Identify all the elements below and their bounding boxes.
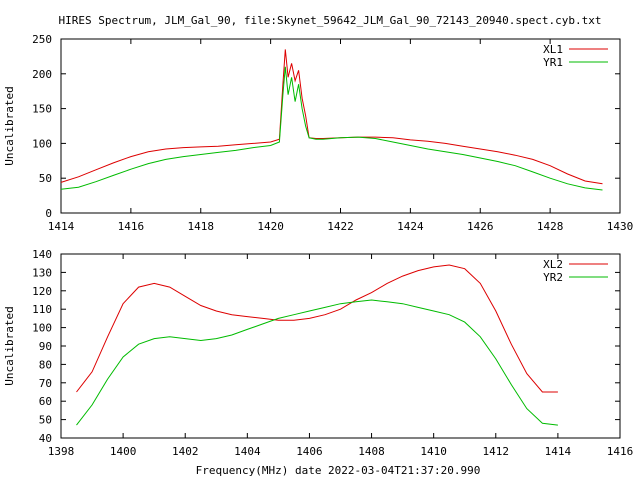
series-line-yr1 <box>60 66 603 191</box>
y-tick-label: 80 <box>39 358 52 371</box>
x-tick-label: 1410 <box>420 445 447 458</box>
x-tick-label: 1408 <box>358 445 385 458</box>
y-tick-label: 60 <box>39 395 52 408</box>
y-tick-label: 250 <box>32 33 52 46</box>
x-tick-label: 1422 <box>327 220 354 233</box>
y-tick-label: 140 <box>32 248 52 261</box>
bottom-y-axis-label: Uncalibrated <box>3 306 16 385</box>
y-tick-label: 50 <box>39 414 52 427</box>
y-tick-label: 200 <box>32 68 52 81</box>
x-tick-label: 1414 <box>48 220 75 233</box>
series-line-yr2 <box>76 299 558 426</box>
bottom-series-group <box>76 264 558 426</box>
legend-label-xl2: XL2 <box>543 258 563 271</box>
y-tick-label: 100 <box>32 137 52 150</box>
y-tick-label: 150 <box>32 103 52 116</box>
x-tick-label: 1398 <box>48 445 75 458</box>
x-tick-label: 1418 <box>188 220 215 233</box>
top-x-axis: 1414 1416 1418 1420 1422 1424 1426 1428 1430 <box>48 39 634 233</box>
bottom-x-axis: 1398 1400 1402 1404 1406 1408 1410 1412 1414 1416 <box>48 254 634 458</box>
chart-title: HIRES Spectrum, JLM_Gal_90, file:Skynet_… <box>58 14 601 27</box>
y-tick-label: 90 <box>39 340 52 353</box>
x-tick-label: 1424 <box>397 220 424 233</box>
x-axis-label: Frequency(MHz) date 2022-03-04T21:37:20.… <box>196 464 481 477</box>
y-tick-label: 120 <box>32 285 52 298</box>
x-tick-label: 1412 <box>483 445 510 458</box>
x-tick-label: 1430 <box>607 220 634 233</box>
bottom-plot-frame <box>60 253 621 439</box>
series-line-xl2 <box>76 264 558 393</box>
y-tick-label: 40 <box>39 432 52 445</box>
y-tick-label: 70 <box>39 377 52 390</box>
x-tick-label: 1414 <box>545 445 572 458</box>
top-legend: XL1 YR1 <box>543 43 608 69</box>
x-tick-label: 1400 <box>110 445 137 458</box>
x-tick-label: 1416 <box>607 445 634 458</box>
top-y-axis-label: Uncalibrated <box>3 86 16 165</box>
y-tick-label: 130 <box>32 266 52 279</box>
bottom-legend: XL2 YR2 <box>543 258 608 284</box>
legend-label-yr1: YR1 <box>543 56 563 69</box>
bottom-y-axis: 40 50 60 70 80 90 100 110 120 130 140 <box>32 248 620 445</box>
bottom-plot: Uncalibrated 1398 1400 1402 1404 1406 1408 141… <box>3 248 633 458</box>
x-tick-label: 1406 <box>296 445 323 458</box>
top-plot: Uncalibrated 1414 1416 1418 1420 1422 1424 142… <box>3 33 633 233</box>
x-tick-label: 1426 <box>467 220 494 233</box>
legend-label-xl1: XL1 <box>543 43 563 56</box>
y-tick-label: 100 <box>32 322 52 335</box>
x-tick-label: 1402 <box>172 445 199 458</box>
y-tick-label: 0 <box>45 207 52 220</box>
top-y-axis: 0 50 100 150 200 250 <box>32 33 620 220</box>
x-tick-label: 1416 <box>118 220 145 233</box>
top-series-group <box>60 49 603 191</box>
y-tick-label: 110 <box>32 303 52 316</box>
top-plot-frame <box>60 38 621 214</box>
x-tick-label: 1428 <box>537 220 564 233</box>
y-tick-label: 50 <box>39 172 52 185</box>
x-tick-label: 1404 <box>234 445 261 458</box>
x-tick-label: 1420 <box>257 220 284 233</box>
series-line-xl1 <box>60 49 603 185</box>
legend-label-yr2: YR2 <box>543 271 563 284</box>
